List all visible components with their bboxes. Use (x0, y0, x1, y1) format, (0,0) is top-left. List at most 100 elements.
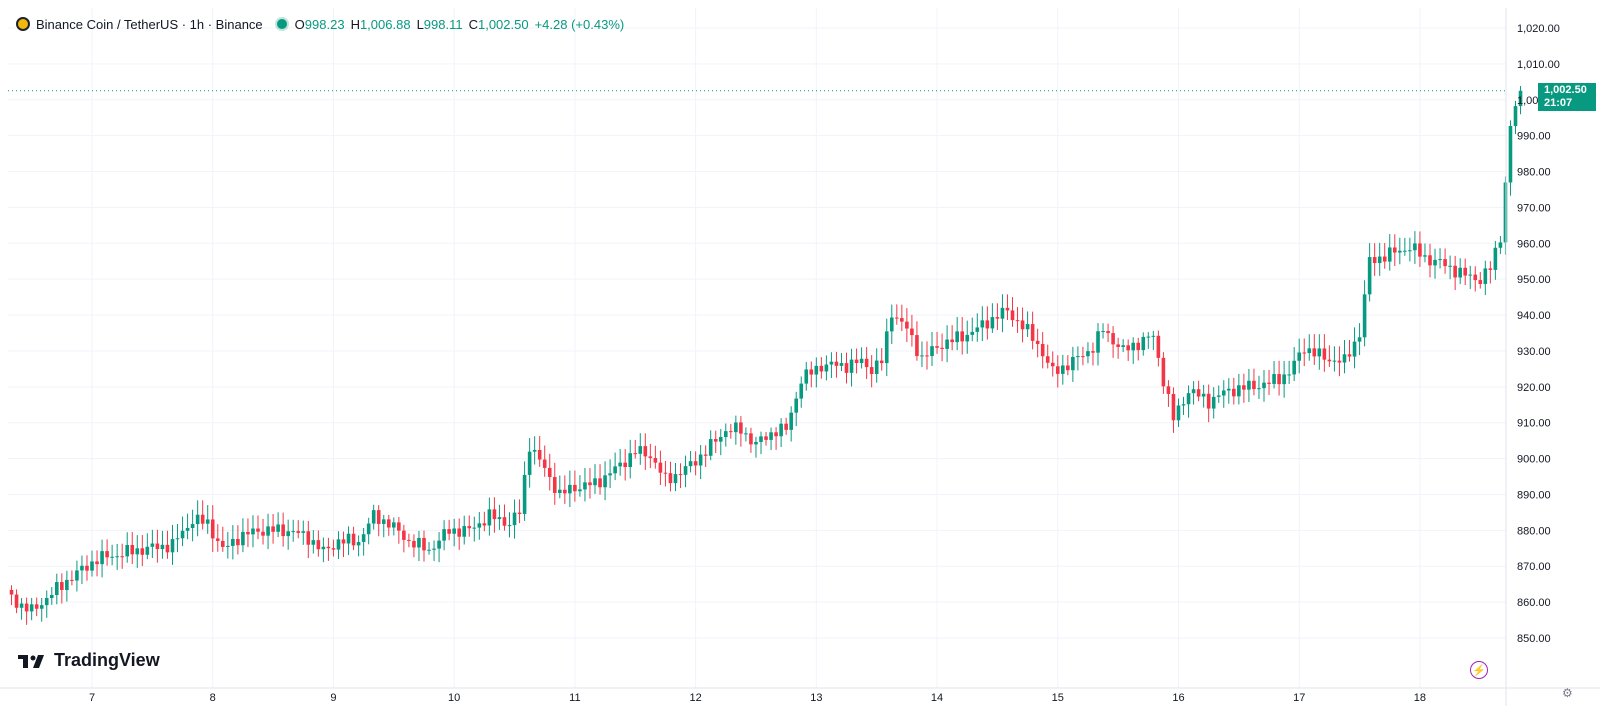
y-tick-label: 990.00 (1517, 131, 1551, 143)
lightning-icon[interactable]: ⚡ (1470, 661, 1488, 679)
candle-body (1352, 341, 1357, 357)
candle-body (970, 331, 975, 335)
tradingview-logo[interactable]: TradingView (18, 650, 160, 671)
candle-body (739, 422, 743, 434)
open-label: O (294, 16, 305, 32)
candle-body (29, 604, 34, 612)
candle-body (286, 531, 290, 537)
market-status-icon[interactable] (276, 19, 287, 29)
candle-body (241, 531, 245, 546)
candle-body (693, 461, 698, 466)
candle-body (1403, 250, 1407, 252)
candle-body (1000, 307, 1005, 319)
candle-body (477, 523, 482, 528)
candle-body (1211, 396, 1216, 409)
candle-body (779, 423, 783, 437)
candle-body (1347, 354, 1352, 357)
y-tick-label: 910.00 (1517, 418, 1551, 430)
candle-body (552, 477, 557, 493)
candle-body (542, 459, 547, 468)
x-tick-label: 7 (89, 692, 95, 704)
candle-body (980, 320, 985, 328)
y-tick-label: 970.00 (1517, 202, 1551, 214)
candle-body (809, 369, 814, 375)
candle-body (1161, 357, 1166, 387)
candle-body (371, 510, 376, 524)
x-axis: 7 8 9 10 11 12 13 14 15 16 17 18 (0, 687, 1600, 704)
candle-body (427, 549, 431, 551)
settings-icon[interactable]: ⚙ (1562, 686, 1573, 700)
candle-body (397, 522, 401, 531)
candle-body (1382, 256, 1387, 262)
candle-body (1221, 390, 1226, 396)
candle-body (44, 598, 49, 606)
candle-body (1066, 365, 1070, 371)
candle-body (950, 339, 954, 343)
candle-body (306, 531, 311, 545)
candle-body (1453, 265, 1457, 278)
x-tick-label: 17 (1293, 692, 1305, 704)
candle-body (1196, 389, 1201, 397)
candle-body (905, 321, 909, 329)
candle-body (492, 509, 497, 520)
candle-body (457, 528, 461, 537)
candle-body (276, 524, 280, 532)
candle-body (1503, 182, 1508, 243)
candle-body (1126, 345, 1130, 351)
candle-body (266, 526, 270, 536)
symbol-title[interactable]: Binance Coin / TetherUS · 1h · Binance (36, 16, 263, 32)
candle-body (1362, 294, 1367, 338)
candle-body (200, 514, 205, 524)
candle-body (940, 347, 944, 349)
candle-body (985, 320, 990, 329)
candle-body (386, 519, 391, 528)
candle-body (729, 431, 733, 433)
high-value: 1,006.88 (359, 16, 411, 32)
candle-body (1458, 267, 1462, 278)
candle-body (301, 531, 306, 533)
candle-body (643, 446, 648, 457)
candle-body (673, 474, 678, 484)
candle-body (205, 519, 210, 524)
candle-body (1176, 405, 1181, 421)
x-tick-label: 12 (689, 692, 701, 704)
candle-body (130, 545, 135, 555)
low-value: 998.11 (423, 16, 463, 32)
bar-countdown: 21:07 (1544, 97, 1573, 109)
candle-body (80, 565, 84, 571)
candle-body (251, 528, 255, 535)
candle-body (226, 545, 230, 547)
candle-body (220, 540, 225, 547)
candle-body (1101, 331, 1105, 333)
candle-body (910, 328, 914, 336)
candle-body (1292, 360, 1296, 375)
x-tick-label: 14 (931, 692, 943, 704)
candle-body (583, 482, 587, 490)
candle-body (1372, 257, 1377, 264)
candle-body (1478, 280, 1483, 284)
candle-body (930, 346, 934, 356)
candle-body (1423, 255, 1427, 257)
candle-body (49, 595, 54, 599)
candle-body (110, 556, 114, 558)
candle-body (869, 367, 874, 375)
candle-body (1146, 336, 1151, 338)
candle-body (1438, 259, 1442, 261)
candle-body (271, 526, 275, 532)
candle-body (417, 537, 421, 548)
candle-body (432, 548, 436, 550)
candle-body (1055, 366, 1060, 374)
bnb-coin-icon[interactable] (16, 17, 30, 31)
candle-body (14, 594, 19, 608)
candle-body (1186, 393, 1191, 405)
candle-body (135, 548, 140, 555)
candle-body (935, 346, 939, 348)
candle-body (568, 484, 572, 494)
candle-body (1116, 344, 1120, 347)
candle-body (336, 539, 341, 550)
candle-body (24, 603, 29, 612)
y-tick-label: 950.00 (1517, 274, 1551, 286)
candle-body (789, 412, 793, 430)
candle-body (351, 533, 356, 546)
